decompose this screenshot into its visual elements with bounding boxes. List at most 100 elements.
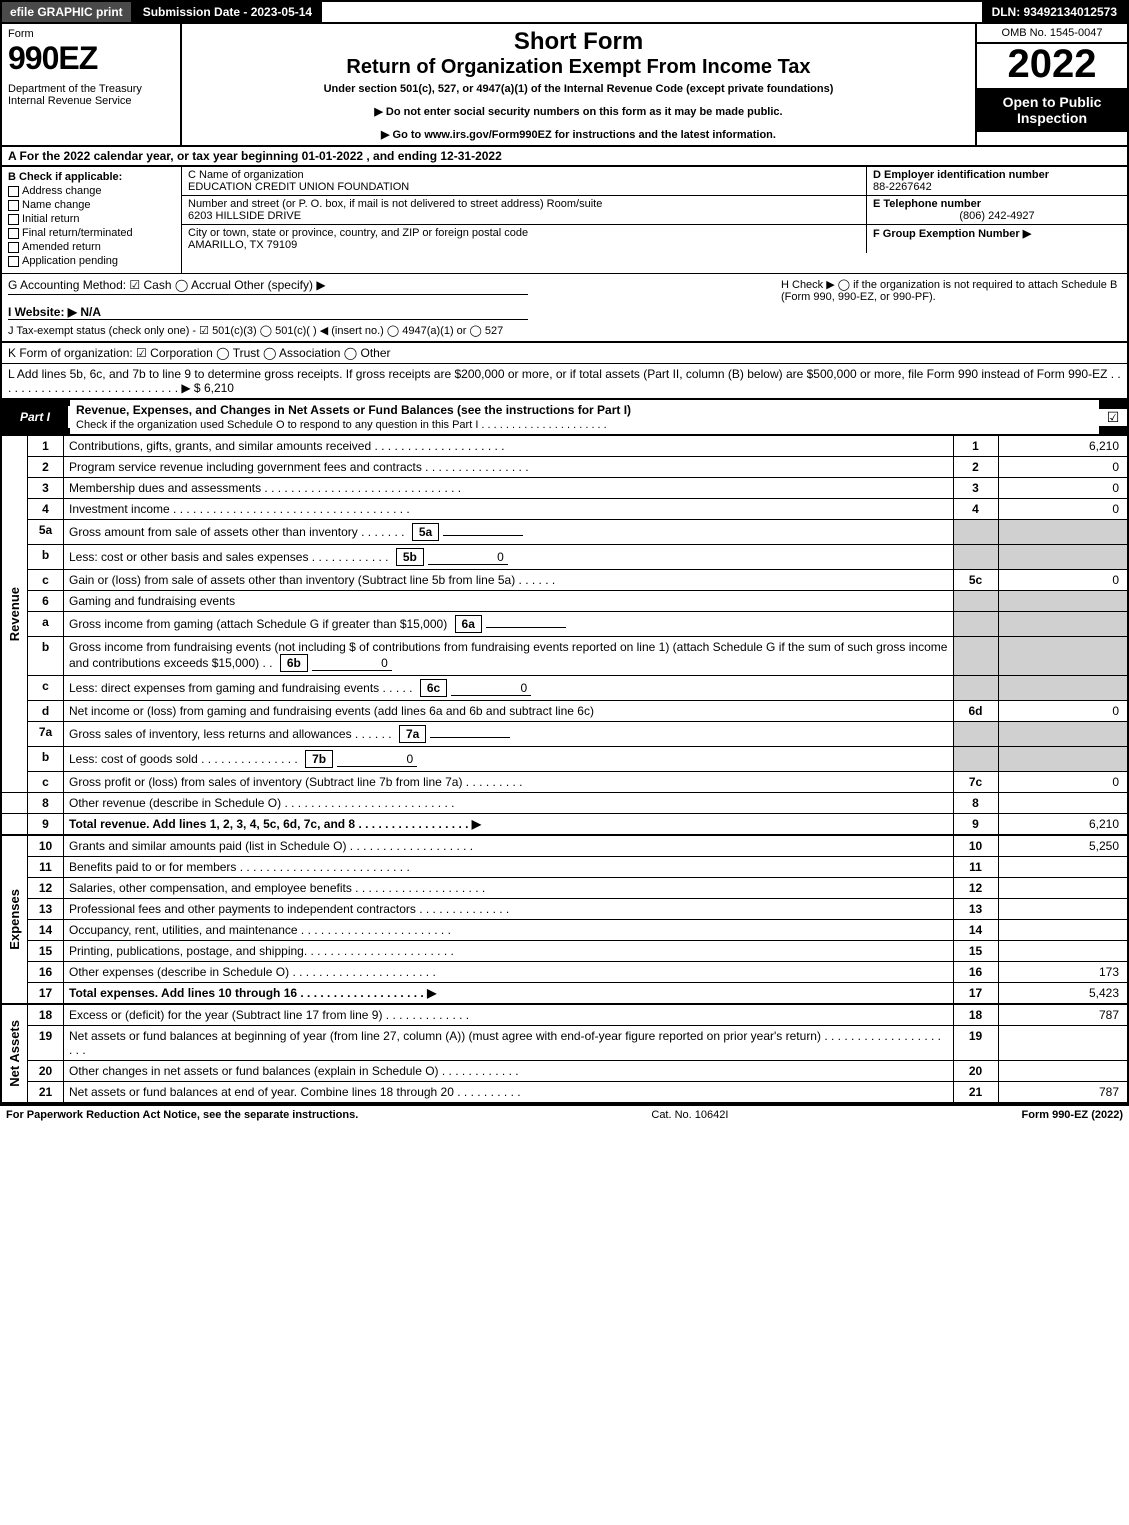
cb-name-change[interactable]: Name change — [8, 199, 175, 211]
line-12-box: 12 — [953, 878, 998, 899]
header-right: OMB No. 1545-0047 2022 Open to Public In… — [977, 24, 1127, 145]
line-6c-num: c — [28, 676, 64, 701]
revenue-side-label: Revenue — [7, 587, 22, 641]
line-5b-box — [953, 545, 998, 570]
cb-initial-return[interactable]: Initial return — [8, 213, 175, 225]
part-1-check[interactable]: ☑ — [1099, 409, 1127, 426]
line-13-text: Professional fees and other payments to … — [64, 899, 954, 920]
line-5c-val: 0 — [998, 570, 1128, 591]
d-ein-label: D Employer identification number — [873, 169, 1049, 181]
header-center: Short Form Return of Organization Exempt… — [182, 24, 977, 145]
footer-cat-no: Cat. No. 10642I — [358, 1109, 1021, 1121]
line-5a-box — [953, 520, 998, 545]
line-10-text: Grants and similar amounts paid (list in… — [64, 836, 954, 857]
line-19-val — [998, 1026, 1128, 1061]
line-9-num: 9 — [28, 814, 64, 836]
line-18-num: 18 — [28, 1005, 64, 1026]
form-label: Form — [8, 28, 174, 40]
line-4-box: 4 — [953, 499, 998, 520]
line-5c-num: c — [28, 570, 64, 591]
line-5c-text: Gain or (loss) from sale of assets other… — [64, 570, 954, 591]
line-6-num: 6 — [28, 591, 64, 612]
line-11-box: 11 — [953, 857, 998, 878]
line-17-box: 17 — [953, 983, 998, 1005]
line-19-text: Net assets or fund balances at beginning… — [64, 1026, 954, 1061]
line-6a-val — [998, 612, 1128, 637]
line-9-box: 9 — [953, 814, 998, 836]
line-2-box: 2 — [953, 457, 998, 478]
cb-final-return[interactable]: Final return/terminated — [8, 227, 175, 239]
line-4-text: Investment income . . . . . . . . . . . … — [64, 499, 954, 520]
footer-form-ref: Form 990-EZ (2022) — [1022, 1109, 1123, 1121]
line-15-val — [998, 941, 1128, 962]
line-5b-num: b — [28, 545, 64, 570]
line-1-val: 6,210 — [998, 436, 1128, 457]
line-2-val: 0 — [998, 457, 1128, 478]
form-subtitle: Return of Organization Exempt From Incom… — [190, 56, 967, 79]
omb-number: OMB No. 1545-0047 — [977, 24, 1127, 44]
line-7c-num: c — [28, 772, 64, 793]
line-1-text: Contributions, gifts, grants, and simila… — [64, 436, 954, 457]
cb-amended-return[interactable]: Amended return — [8, 241, 175, 253]
line-7b-text: Less: cost of goods sold . . . . . . . .… — [64, 747, 954, 772]
col-b-head: B Check if applicable: — [8, 171, 122, 183]
line-7c-text: Gross profit or (loss) from sales of inv… — [64, 772, 954, 793]
form-under-text: Under section 501(c), 527, or 4947(a)(1)… — [190, 83, 967, 95]
line-12-num: 12 — [28, 878, 64, 899]
line-8-num: 8 — [28, 793, 64, 814]
line-13-box: 13 — [953, 899, 998, 920]
line-4-val: 0 — [998, 499, 1128, 520]
line-20-num: 20 — [28, 1061, 64, 1082]
line-6d-num: d — [28, 701, 64, 722]
section-b-through-f: B Check if applicable: Address change Na… — [0, 167, 1129, 273]
cb-application-pending[interactable]: Application pending — [8, 255, 175, 267]
c-addr-label: Number and street (or P. O. box, if mail… — [188, 198, 602, 210]
part-1-label: Part I — [2, 406, 70, 428]
header-left: Form 990EZ Department of the Treasury In… — [2, 24, 182, 145]
line-3-box: 3 — [953, 478, 998, 499]
form-header: Form 990EZ Department of the Treasury In… — [0, 24, 1129, 147]
line-20-text: Other changes in net assets or fund bala… — [64, 1061, 954, 1082]
expenses-side-label: Expenses — [7, 889, 22, 950]
line-11-val — [998, 857, 1128, 878]
line-8-val — [998, 793, 1128, 814]
c-addr-value: 6203 HILLSIDE DRIVE — [188, 210, 301, 222]
line-8-box: 8 — [953, 793, 998, 814]
line-21-text: Net assets or fund balances at end of ye… — [64, 1082, 954, 1104]
line-15-num: 15 — [28, 941, 64, 962]
submission-date: Submission Date - 2023-05-14 — [133, 2, 322, 22]
line-6c-val — [998, 676, 1128, 701]
line-7a-num: 7a — [28, 722, 64, 747]
efile-print-button[interactable]: efile GRAPHIC print — [2, 2, 133, 22]
line-6a-num: a — [28, 612, 64, 637]
line-7a-box — [953, 722, 998, 747]
line-5b-text: Less: cost or other basis and sales expe… — [64, 545, 954, 570]
form-title: Short Form — [190, 28, 967, 56]
line-7b-val — [998, 747, 1128, 772]
line-18-text: Excess or (deficit) for the year (Subtra… — [64, 1005, 954, 1026]
line-7c-val: 0 — [998, 772, 1128, 793]
d-ein-value: 88-2267642 — [873, 181, 932, 193]
line-16-num: 16 — [28, 962, 64, 983]
cb-address-change[interactable]: Address change — [8, 185, 175, 197]
row-a-tax-year: A For the 2022 calendar year, or tax yea… — [0, 147, 1129, 167]
col-b-checkboxes: B Check if applicable: Address change Na… — [2, 167, 182, 273]
c-city-label: City or town, state or province, country… — [188, 227, 528, 239]
line-10-box: 10 — [953, 836, 998, 857]
net-assets-table: Net Assets 18Excess or (deficit) for the… — [0, 1005, 1129, 1104]
instr-link[interactable]: ▶ Go to www.irs.gov/Form990EZ for instru… — [190, 128, 967, 141]
line-9-text: Total revenue. Add lines 1, 2, 3, 4, 5c,… — [64, 814, 954, 836]
line-14-text: Occupancy, rent, utilities, and maintena… — [64, 920, 954, 941]
line-7c-box: 7c — [953, 772, 998, 793]
line-13-val — [998, 899, 1128, 920]
line-4-num: 4 — [28, 499, 64, 520]
line-19-box: 19 — [953, 1026, 998, 1061]
line-14-val — [998, 920, 1128, 941]
line-10-val: 5,250 — [998, 836, 1128, 857]
line-17-val: 5,423 — [998, 983, 1128, 1005]
line-6b-box — [953, 637, 998, 676]
form-number: 990EZ — [8, 40, 174, 77]
line-6-text: Gaming and fundraising events — [64, 591, 954, 612]
line-12-text: Salaries, other compensation, and employ… — [64, 878, 954, 899]
line-6a-text: Gross income from gaming (attach Schedul… — [64, 612, 954, 637]
